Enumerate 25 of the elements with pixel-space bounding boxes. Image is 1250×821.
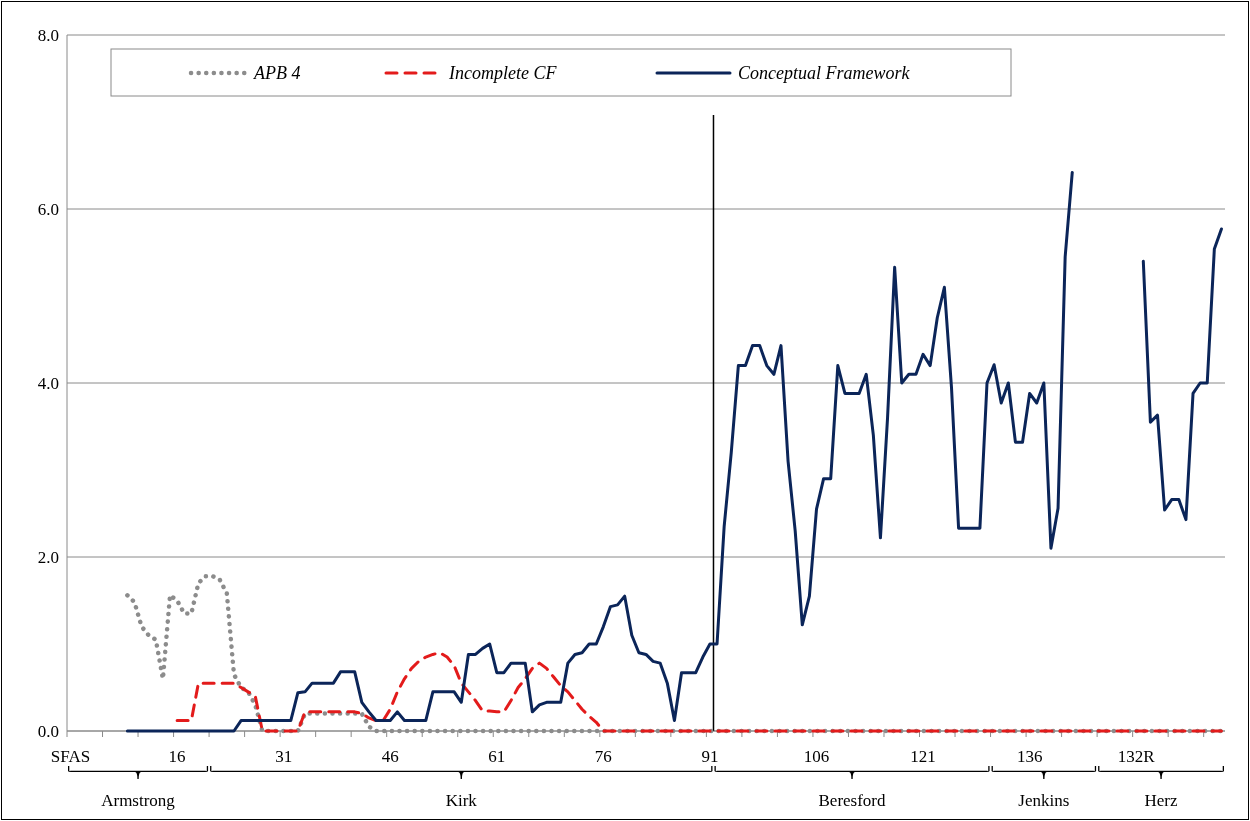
x-tick-label: 31: [275, 747, 293, 766]
text: Armstrong: [101, 791, 176, 810]
x-tick-label: SFAS: [50, 747, 91, 766]
x-tick-label: 136: [1016, 747, 1043, 766]
x-tick-label: 61: [488, 747, 506, 766]
x-tick-label: 121: [910, 747, 936, 766]
x-tick-label: 91: [701, 747, 719, 766]
x-tick-label: 132R: [1117, 747, 1156, 766]
y-tick-label: 6.0: [37, 199, 59, 219]
legend-label: APB 4: [253, 63, 301, 84]
x-tick-label: 106: [803, 747, 830, 766]
text: Jenkins: [1018, 791, 1070, 810]
text: Herz: [1144, 791, 1179, 810]
x-tick-label: 16: [168, 747, 186, 766]
text: Kirk: [445, 791, 478, 810]
y-tick-label: 8.0: [37, 25, 59, 45]
x-tick-label: 76: [594, 747, 612, 766]
y-tick-label: 2.0: [37, 547, 59, 567]
text: Beresford: [818, 791, 887, 810]
x-tick-label: 46: [381, 747, 399, 766]
y-tick-label: 4.0: [37, 373, 59, 393]
legend-label: Incomplete CF: [448, 63, 558, 84]
y-tick-label: 0.0: [37, 721, 59, 741]
legend-label: Conceptual Framework: [738, 63, 911, 84]
line-series: [175, 651, 1223, 733]
